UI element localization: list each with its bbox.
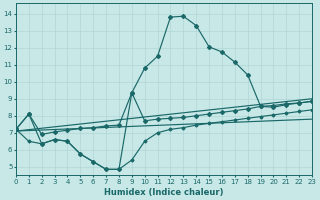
X-axis label: Humidex (Indice chaleur): Humidex (Indice chaleur) (104, 188, 224, 197)
